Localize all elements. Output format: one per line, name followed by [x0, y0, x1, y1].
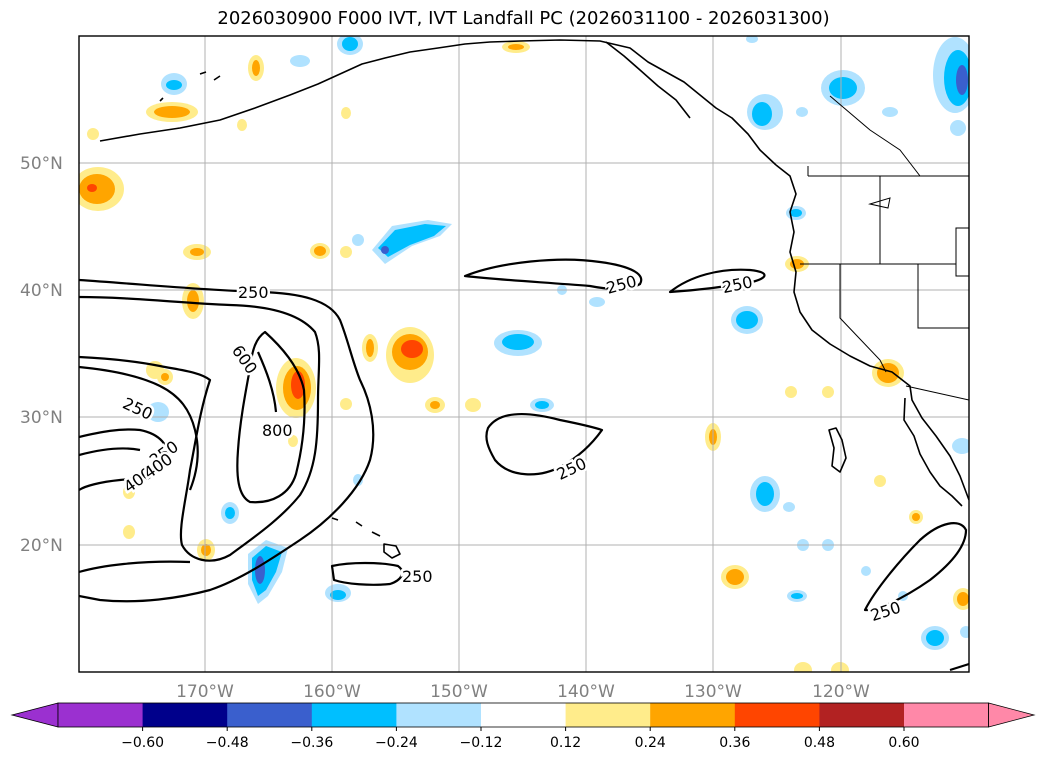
colorbar-tick-label: 0.12: [550, 735, 581, 751]
colorbar-swatch: [481, 703, 567, 727]
contour-label: 250: [402, 567, 433, 586]
colorbar-swatch: [904, 703, 990, 727]
colorbar-tick-label: −0.60: [121, 735, 164, 751]
colorbar-extend-max: [988, 702, 1036, 728]
lat-label: 40°N: [20, 281, 63, 301]
colorbar-tick-label: −0.12: [460, 735, 503, 751]
colorbar-tick-label: −0.48: [206, 735, 249, 751]
colorbar-swatch: [142, 703, 228, 727]
colorbar-tick-label: −0.24: [375, 735, 418, 751]
map-panel: 250 250 250 250 600 800 250 250 400 400 …: [20, 35, 970, 700]
colorbar-ticks: −0.60 −0.48 −0.36 −0.24 −0.12 0.12 0.24 0.36 0.4…: [121, 727, 920, 751]
lon-label: 120°W: [812, 682, 870, 700]
contour-label: 800: [262, 421, 293, 440]
map-frame: [78, 35, 970, 673]
colorbar-swatch: [227, 703, 313, 727]
coastlines: [99, 39, 969, 559]
political-borders: [800, 95, 969, 401]
lon-label: 160°W: [303, 682, 361, 700]
contour-label: 250: [238, 283, 269, 302]
map-title: 2026030900 F000 IVT, IVT Landfall PC (20…: [217, 8, 830, 29]
lat-label: 50°N: [20, 154, 63, 174]
lon-label: 130°W: [684, 682, 742, 700]
colorbar-swatch: [565, 703, 651, 727]
lon-label: 150°W: [430, 682, 488, 700]
colorbar-swatch: [819, 703, 905, 727]
colorbar-extend-min: [10, 702, 59, 728]
colorbar-swatch: [650, 703, 736, 727]
colorbar-swatch: [58, 703, 144, 727]
colorbar-tick-label: 0.48: [804, 735, 835, 751]
lon-label: 170°W: [176, 682, 234, 700]
colorbar-swatch: [396, 703, 482, 727]
colorbar-tick-label: 0.24: [635, 735, 666, 751]
negative-pc-fills: [147, 36, 969, 650]
colorbar-swatch: [734, 703, 820, 727]
colorbar-tick-label: 0.36: [719, 735, 750, 751]
colorbar-frame: [57, 702, 989, 728]
colorbar-tick-label: −0.36: [290, 735, 333, 751]
colorbar-swatch: [311, 703, 397, 727]
lon-label: 140°W: [557, 682, 615, 700]
colorbar-segments: [10, 702, 1036, 728]
colorbar-tick-label: 0.60: [888, 735, 919, 751]
positive-pc-fills: [79, 41, 969, 672]
lat-label: 30°N: [20, 408, 63, 428]
lat-label: 20°N: [20, 536, 63, 556]
ivt-contours: [79, 258, 969, 672]
